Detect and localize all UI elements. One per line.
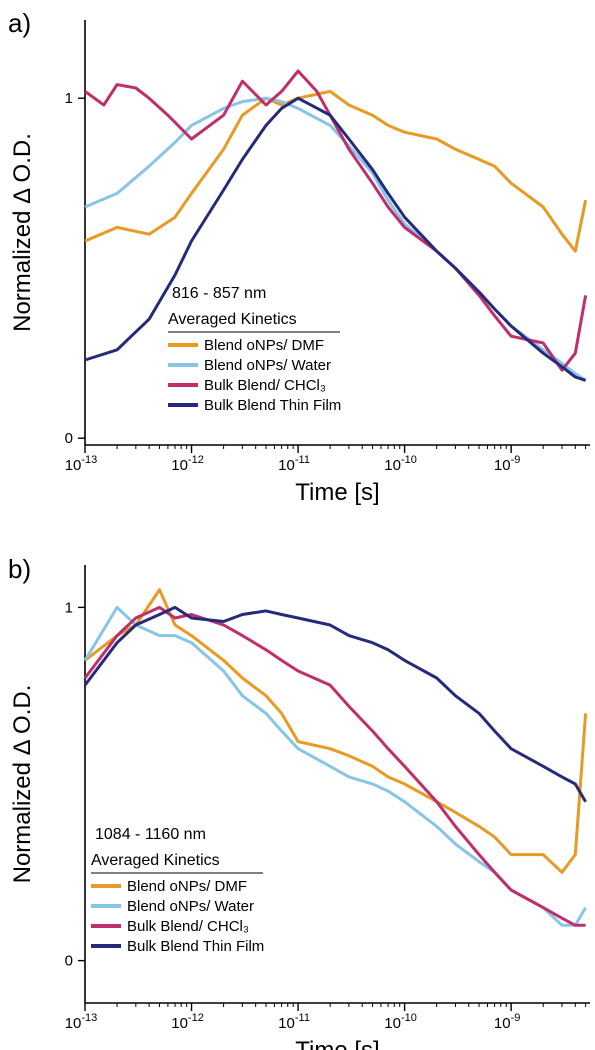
legend-title: 816 - 857 nm <box>172 285 266 302</box>
chart-panel-2: b) 0 1 10-13 10-12 10-11 10-10 10-9 Time [s] Norm… <box>8 554 590 1050</box>
series-line <box>83 605 586 927</box>
legend-subtitle: Averaged Kinetics <box>168 311 297 328</box>
y-tick-label: 0 <box>65 430 73 447</box>
x-tick-label: 10-9 <box>494 1012 520 1032</box>
y-axis-label: Normalized Δ O.D. <box>9 133 36 332</box>
legend-entry: Bulk Blend/ CHCl₃ <box>127 918 249 935</box>
legend-entry: Blend oNPs/ Water <box>127 898 254 915</box>
chart-panel-1: a) 0 1 10-13 10-12 10-11 10-10 10-9 Time [s] Norm… <box>8 8 590 506</box>
x-tick-label: 10-12 <box>171 454 204 474</box>
legend-entry: Bulk Blend Thin Film <box>127 938 264 955</box>
x-tick-label: 10-11 <box>278 454 310 474</box>
panel-label: b) <box>8 554 31 584</box>
y-tick-label: 1 <box>65 90 73 107</box>
x-axis-label: Time [s] <box>295 1037 379 1050</box>
x-axis-label: Time [s] <box>295 479 379 506</box>
series-line <box>84 96 587 382</box>
x-tick-label: 10-11 <box>278 1012 310 1032</box>
y-tick-label: 0 <box>65 953 73 970</box>
x-tick-label: 10-10 <box>384 1012 417 1032</box>
panel-label: a) <box>8 8 31 38</box>
series-line <box>83 605 587 803</box>
legend-entry: Blend oNPs/ DMF <box>204 337 324 354</box>
legend-entry: Bulk Blend Thin Film <box>204 397 341 414</box>
series-line <box>84 89 588 253</box>
y-tick-label: 1 <box>65 599 73 616</box>
x-tick-label: 10-13 <box>65 454 98 474</box>
series-line <box>84 96 587 382</box>
x-tick-label: 10-13 <box>65 1012 98 1032</box>
legend-entry: Blend oNPs/ Water <box>204 357 331 374</box>
x-tick-label: 10-9 <box>494 454 520 474</box>
y-axis-label: Normalized Δ O.D. <box>9 685 36 884</box>
x-tick-label: 10-10 <box>384 454 417 474</box>
legend-entry: Blend oNPs/ DMF <box>127 878 247 895</box>
series-line <box>84 588 588 874</box>
legend-entry: Bulk Blend/ CHCl₃ <box>204 377 326 394</box>
legend-title: 1084 - 1160 nm <box>95 826 206 843</box>
legend-subtitle: Averaged Kinetics <box>91 852 220 869</box>
x-tick-label: 10-12 <box>171 1012 204 1032</box>
